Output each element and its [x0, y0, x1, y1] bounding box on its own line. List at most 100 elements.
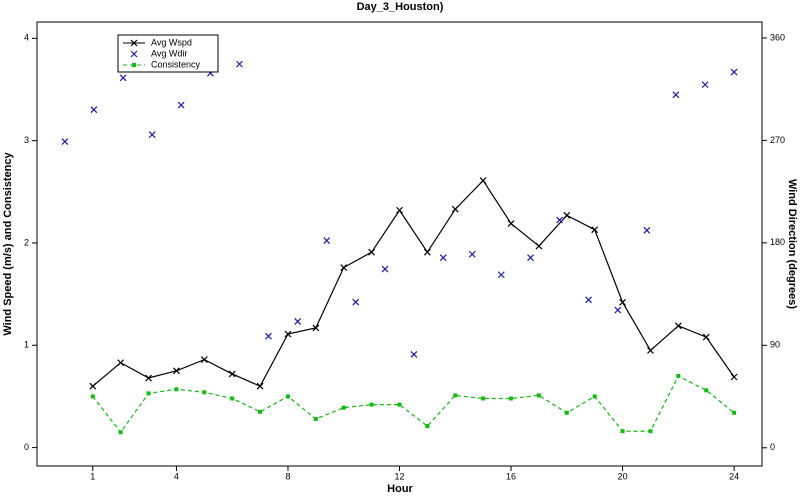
data-point	[174, 387, 179, 392]
data-point	[702, 333, 710, 341]
data-point	[556, 216, 563, 224]
x-axis-label: Hour	[387, 483, 413, 495]
data-point	[341, 405, 346, 410]
data-point	[369, 402, 374, 407]
data-point	[535, 242, 543, 250]
data-point	[352, 298, 360, 306]
data-point	[61, 138, 69, 145]
data-point	[643, 226, 651, 234]
data-point	[468, 250, 476, 258]
data-point	[564, 410, 569, 415]
x-tick-label: 24	[729, 471, 739, 481]
legend-label: Consistency	[151, 59, 201, 69]
x-tick-label: 20	[618, 471, 628, 481]
x-tick-label: 1	[90, 471, 95, 481]
data-point	[674, 322, 682, 330]
data-point	[258, 409, 263, 414]
data-point	[118, 430, 123, 435]
data-point	[591, 226, 599, 234]
data-point	[481, 396, 486, 401]
data-point	[425, 424, 430, 429]
data-point	[672, 91, 680, 99]
data-point	[294, 317, 302, 325]
y-tick-label: 2	[24, 237, 29, 247]
data-point	[410, 351, 418, 358]
data-point	[381, 265, 389, 273]
y-tick-label: 4	[24, 33, 29, 43]
data-point	[117, 359, 125, 367]
data-point	[397, 402, 402, 407]
data-point	[647, 346, 654, 354]
data-point	[230, 396, 235, 401]
x-tick-label: 4	[174, 471, 179, 481]
data-point	[592, 394, 597, 399]
chart-title: Day_3_Houston)	[357, 1, 444, 13]
y2-axis-label: Wind Direction (degrees)	[786, 179, 798, 309]
series-line	[92, 375, 735, 434]
y2-tick-label: 270	[770, 135, 785, 145]
data-point	[89, 382, 97, 390]
data-point	[148, 131, 156, 139]
data-point	[236, 60, 243, 68]
data-point	[479, 177, 487, 184]
data-point	[313, 416, 318, 421]
data-point	[177, 101, 185, 109]
data-point	[619, 298, 627, 306]
data-point	[507, 220, 515, 227]
data-point	[453, 393, 458, 398]
y-tick-label: 3	[24, 135, 29, 145]
data-point	[200, 356, 208, 364]
data-point	[620, 429, 625, 434]
data-point	[701, 81, 709, 89]
data-point	[423, 248, 431, 256]
data-point	[563, 211, 571, 219]
x-tick-label: 12	[394, 471, 404, 481]
legend-label: Avg Wdir	[151, 48, 187, 58]
data-point	[730, 373, 738, 381]
data-point	[340, 264, 348, 271]
data-point	[172, 367, 180, 375]
data-point	[704, 388, 709, 393]
data-point	[614, 306, 622, 314]
data-point	[284, 330, 292, 338]
plot-frame	[36, 21, 763, 467]
data-point	[509, 396, 514, 401]
data-point	[228, 370, 236, 378]
data-point	[323, 237, 331, 245]
x-tick-label: 8	[285, 471, 290, 481]
legend-marker	[132, 63, 136, 67]
y2-tick-label: 90	[770, 340, 780, 350]
data-point	[90, 106, 98, 114]
data-point	[648, 429, 653, 434]
data-point	[265, 332, 272, 340]
data-point	[676, 373, 681, 378]
y2-tick-label: 180	[770, 237, 785, 247]
data-point	[730, 68, 738, 76]
y2-tick-label: 0	[770, 442, 775, 452]
data-point	[527, 254, 534, 262]
data-point	[536, 393, 541, 398]
legend-marker	[130, 50, 138, 58]
legend-label: Avg Wspd	[151, 37, 192, 47]
y-axis-label: Wind Speed (m/s) and Consistency	[2, 151, 14, 335]
data-point	[451, 205, 459, 213]
x-tick-label: 16	[506, 471, 516, 481]
data-point	[732, 410, 737, 415]
data-point	[396, 206, 403, 214]
data-point	[202, 390, 207, 395]
data-point	[90, 394, 95, 399]
data-point	[256, 382, 264, 390]
data-point	[439, 254, 447, 262]
y-tick-label: 1	[24, 340, 29, 350]
y-tick-label: 0	[24, 442, 29, 452]
data-point	[146, 391, 151, 396]
series-line	[92, 179, 735, 387]
data-point	[585, 296, 592, 304]
data-point	[145, 374, 152, 382]
data-point	[312, 324, 320, 332]
data-point	[497, 271, 505, 279]
legend-marker	[130, 39, 138, 47]
data-point	[368, 248, 376, 256]
